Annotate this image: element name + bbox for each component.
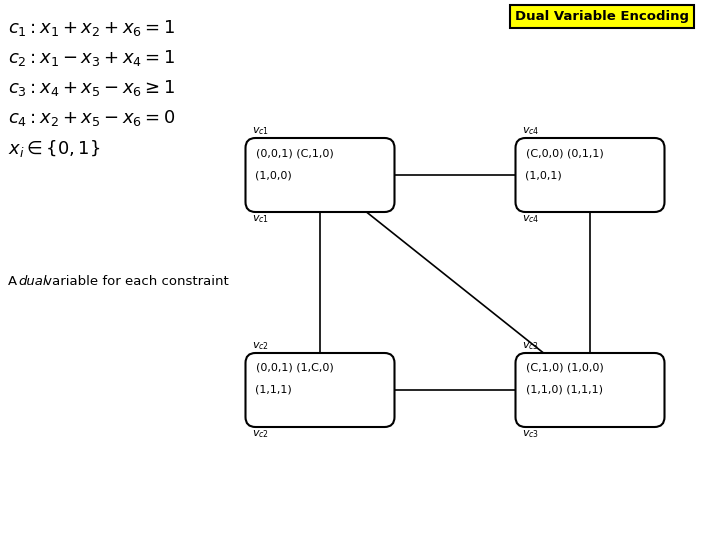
Text: $v_{c1}$: $v_{c1}$: [253, 213, 269, 225]
Text: $v_{c2}$: $v_{c2}$: [253, 428, 269, 440]
FancyBboxPatch shape: [516, 138, 665, 212]
Text: (1,0,0): (1,0,0): [256, 170, 292, 180]
Text: $v_{c2}$: $v_{c2}$: [253, 340, 269, 352]
Text: A: A: [8, 275, 22, 288]
Text: Dual Variable Encoding: Dual Variable Encoding: [515, 10, 689, 23]
Text: $v_{c3}$: $v_{c3}$: [523, 340, 539, 352]
Text: (0,0,1) (C,1,0): (0,0,1) (C,1,0): [256, 148, 333, 158]
Text: $v_{c4}$: $v_{c4}$: [523, 213, 540, 225]
Text: dual: dual: [18, 275, 47, 288]
FancyBboxPatch shape: [246, 353, 395, 427]
Text: (C,0,0) (0,1,1): (C,0,0) (0,1,1): [526, 148, 603, 158]
Text: (1,1,1): (1,1,1): [256, 385, 292, 395]
Text: $c_2 : x_1 - x_3 + x_4 = 1$: $c_2 : x_1 - x_3 + x_4 = 1$: [8, 48, 175, 68]
Text: (1,0,1): (1,0,1): [526, 170, 562, 180]
Text: (C,1,0) (1,0,0): (C,1,0) (1,0,0): [526, 363, 603, 373]
Text: $c_1 : x_1 + x_2 + x_6 = 1$: $c_1 : x_1 + x_2 + x_6 = 1$: [8, 18, 175, 38]
FancyBboxPatch shape: [516, 353, 665, 427]
Text: $v_{c3}$: $v_{c3}$: [523, 428, 539, 440]
Text: $v_{c4}$: $v_{c4}$: [523, 125, 540, 137]
Text: $c_4 : x_2 + x_5 - x_6 = 0$: $c_4 : x_2 + x_5 - x_6 = 0$: [8, 108, 176, 128]
Text: (1,1,0) (1,1,1): (1,1,0) (1,1,1): [526, 385, 603, 395]
Text: variable for each constraint: variable for each constraint: [40, 275, 229, 288]
Text: $v_{c1}$: $v_{c1}$: [253, 125, 269, 137]
Text: $c_3 : x_4 + x_5 - x_6 \geq 1$: $c_3 : x_4 + x_5 - x_6 \geq 1$: [8, 78, 175, 98]
FancyBboxPatch shape: [246, 138, 395, 212]
Text: $x_i \in \{0,1\}$: $x_i \in \{0,1\}$: [8, 138, 101, 159]
Text: (0,0,1) (1,C,0): (0,0,1) (1,C,0): [256, 363, 333, 373]
